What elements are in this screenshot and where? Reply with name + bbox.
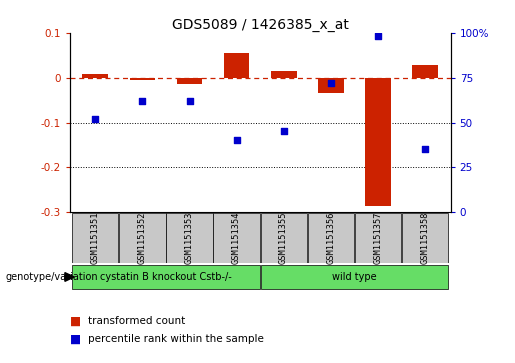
Text: genotype/variation: genotype/variation [5,272,98,282]
Text: GSM1151357: GSM1151357 [373,212,382,264]
Point [421,147,429,152]
Bar [214,213,260,263]
Text: GSM1151355: GSM1151355 [279,212,288,264]
Bar [119,213,165,263]
Bar [318,78,344,93]
Point [139,98,147,104]
Bar [177,78,202,84]
Title: GDS5089 / 1426385_x_at: GDS5089 / 1426385_x_at [171,18,349,32]
Bar [355,213,401,263]
Bar [365,78,391,205]
Text: percentile rank within the sample: percentile rank within the sample [88,334,264,344]
Text: GSM1151354: GSM1151354 [232,212,241,264]
Text: cystatin B knockout Cstb-/-: cystatin B knockout Cstb-/- [100,272,232,282]
Bar [402,213,448,263]
Bar [307,213,354,263]
Text: GSM1151353: GSM1151353 [185,212,194,264]
Bar [224,53,249,78]
Point [280,129,288,134]
Text: GSM1151358: GSM1151358 [420,212,429,264]
Bar [271,71,297,78]
Bar [72,213,118,263]
Bar [166,213,213,263]
Text: ■: ■ [70,333,81,346]
Bar [72,265,260,289]
Bar [261,265,448,289]
Point [327,80,335,86]
Text: GSM1151351: GSM1151351 [91,212,100,264]
Bar [261,213,306,263]
Bar [129,78,156,80]
Polygon shape [65,273,74,281]
Point [232,138,241,143]
Text: GSM1151356: GSM1151356 [326,212,335,264]
Text: wild type: wild type [332,272,376,282]
Point [373,33,382,39]
Text: ■: ■ [70,315,81,328]
Text: GSM1151352: GSM1151352 [138,212,147,264]
Point [91,116,99,122]
Point [185,98,194,104]
Bar [412,65,438,78]
Text: transformed count: transformed count [88,316,185,326]
Bar [82,74,108,78]
